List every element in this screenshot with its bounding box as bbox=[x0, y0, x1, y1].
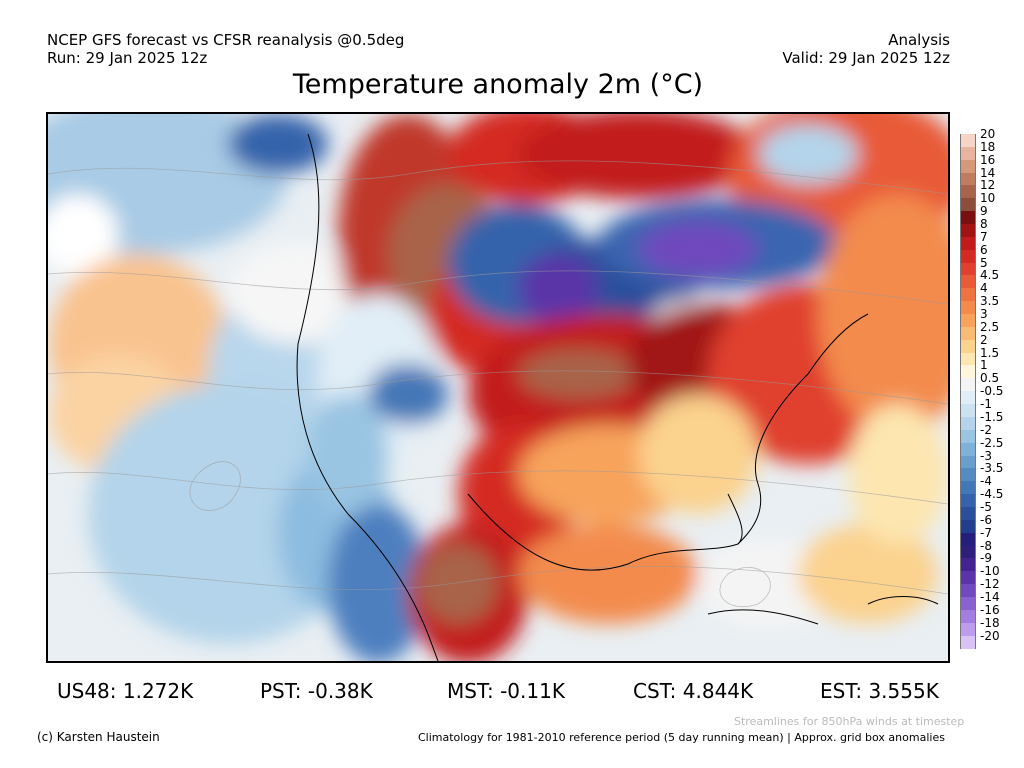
colorbar-label: -2 bbox=[980, 422, 992, 437]
colorbar-label: -7 bbox=[980, 525, 992, 540]
colorbar-segment bbox=[960, 404, 976, 418]
colorbar-label: 7 bbox=[980, 229, 988, 244]
colorbar-segment bbox=[960, 481, 976, 495]
colorbar-label: -2.5 bbox=[980, 435, 1004, 450]
colorbar-segment bbox=[960, 326, 976, 341]
colorbar-segment bbox=[960, 134, 976, 148]
colorbar-label: -4 bbox=[980, 474, 992, 489]
colorbar-label: 9 bbox=[980, 204, 988, 219]
colorbar-label: -0.5 bbox=[980, 384, 1004, 399]
valid-info: Valid: 29 Jan 2025 12z bbox=[782, 49, 950, 67]
colorbar-label: -4.5 bbox=[980, 487, 1004, 502]
header-left: NCEP GFS forecast vs CFSR reanalysis @0.… bbox=[47, 31, 404, 67]
map-title: Temperature anomaly 2m (°C) bbox=[292, 69, 704, 100]
colorbar-label: -3 bbox=[980, 448, 992, 463]
analysis-label: Analysis bbox=[888, 31, 950, 49]
colorbar-label: -3.5 bbox=[980, 461, 1004, 476]
colorbar-segment bbox=[960, 275, 976, 289]
colorbar-label: -9 bbox=[980, 551, 992, 566]
colorbar-label: 4.5 bbox=[980, 268, 1000, 283]
colorbar-segment bbox=[960, 429, 976, 444]
colorbar-label: 16 bbox=[980, 152, 996, 167]
stat-cst: CST: 4.844K bbox=[633, 679, 754, 703]
colorbar-label: 1 bbox=[980, 358, 988, 373]
colorbar-segment bbox=[960, 545, 976, 559]
colorbar-segment bbox=[960, 198, 976, 212]
colorbar-segment bbox=[960, 494, 976, 508]
header-right: Analysis Valid: 29 Jan 2025 12z bbox=[782, 31, 950, 67]
colorbar-label: 18 bbox=[980, 139, 996, 154]
colorbar-segment bbox=[960, 159, 976, 174]
colorbar-label: 4 bbox=[980, 281, 988, 296]
colorbar-label: -14 bbox=[980, 589, 1000, 604]
colorbar-segment bbox=[960, 519, 976, 534]
colorbar-segment bbox=[960, 339, 976, 354]
colorbar-label: 5 bbox=[980, 255, 988, 270]
colorbar-label: -16 bbox=[980, 602, 1000, 617]
colorbar-segment bbox=[960, 146, 976, 161]
colorbar-segment bbox=[960, 622, 976, 637]
colorbar-segment bbox=[960, 596, 976, 611]
colorbar-segment bbox=[960, 262, 976, 276]
colorbar-label: -1.5 bbox=[980, 409, 1004, 424]
colorbar-segment bbox=[960, 455, 976, 469]
colorbar-segment bbox=[960, 352, 976, 366]
colorbar-segment bbox=[960, 468, 976, 482]
colorbar-label: -1 bbox=[980, 397, 992, 412]
colorbar-label: 2.5 bbox=[980, 319, 1000, 334]
colorbar-label: 6 bbox=[980, 242, 988, 257]
colorbar-segment bbox=[960, 236, 976, 251]
colorbar-label: 2 bbox=[980, 332, 988, 347]
colorbar-label: -5 bbox=[980, 499, 992, 514]
colorbar-segment bbox=[960, 442, 976, 456]
colorbar-segment bbox=[960, 416, 976, 431]
stat-pst: PST: -0.38K bbox=[260, 679, 373, 703]
colorbar-segment bbox=[960, 532, 976, 547]
run-info: Run: 29 Jan 2025 12z bbox=[47, 49, 208, 67]
colorbar-segment bbox=[960, 378, 976, 392]
model-info: NCEP GFS forecast vs CFSR reanalysis @0.… bbox=[47, 31, 405, 49]
colorbar-label: 3.5 bbox=[980, 294, 1000, 309]
colorbar-label: 12 bbox=[980, 178, 996, 193]
stat-mst: MST: -0.11K bbox=[447, 679, 565, 703]
colorbar-label: 14 bbox=[980, 165, 996, 180]
colorbar-segment bbox=[960, 288, 976, 302]
colorbar-label: -18 bbox=[980, 615, 1000, 630]
colorbar-label: 1.5 bbox=[980, 345, 1000, 360]
colorbar-label: 3 bbox=[980, 307, 988, 322]
colorbar-segment bbox=[960, 211, 976, 225]
colorbar-segment bbox=[960, 365, 976, 379]
colorbar-segment bbox=[960, 391, 976, 405]
colorbar-segment bbox=[960, 571, 976, 585]
colorbar-label: 8 bbox=[980, 217, 988, 232]
colorbar-label: -8 bbox=[980, 538, 992, 553]
colorbar-segment bbox=[960, 172, 976, 186]
climatology-note: Climatology for 1981-2010 reference peri… bbox=[418, 731, 945, 744]
stat-us48: US48: 1.272K bbox=[57, 679, 194, 703]
colorbar-label: -20 bbox=[980, 628, 1000, 643]
colorbar-segment bbox=[960, 314, 976, 328]
credit: (c) Karsten Haustein bbox=[37, 730, 160, 744]
colorbar-segment bbox=[960, 301, 976, 315]
colorbar-label: -6 bbox=[980, 512, 992, 527]
streamlines-note: Streamlines for 850hPa winds at timestep bbox=[734, 715, 965, 728]
colorbar-label: 0.5 bbox=[980, 371, 1000, 386]
colorbar-segment bbox=[960, 224, 976, 238]
colorbar-segment bbox=[960, 249, 976, 264]
anomaly-field bbox=[48, 114, 948, 661]
anomaly-map bbox=[46, 112, 950, 663]
colorbar-segment bbox=[960, 506, 976, 521]
colorbar-label: -10 bbox=[980, 564, 1000, 579]
stat-est: EST: 3.555K bbox=[820, 679, 939, 703]
colorbar-segment bbox=[960, 584, 976, 598]
colorbar-label: -12 bbox=[980, 577, 1000, 592]
colorbar-segment bbox=[960, 558, 976, 572]
colorbar-segment bbox=[960, 185, 976, 199]
colorbar-label: 20 bbox=[980, 127, 996, 141]
colorbar-segment bbox=[960, 635, 976, 649]
colorbar-segment bbox=[960, 609, 976, 624]
colorbar-label: 10 bbox=[980, 191, 996, 206]
